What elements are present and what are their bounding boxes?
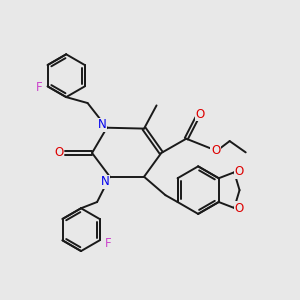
Text: N: N xyxy=(98,118,106,131)
Text: N: N xyxy=(100,175,109,188)
Text: O: O xyxy=(234,202,244,215)
Text: F: F xyxy=(105,237,112,250)
Text: O: O xyxy=(195,108,205,121)
Text: O: O xyxy=(54,146,63,160)
Text: O: O xyxy=(234,165,244,178)
Text: F: F xyxy=(36,81,43,94)
Text: O: O xyxy=(211,143,220,157)
